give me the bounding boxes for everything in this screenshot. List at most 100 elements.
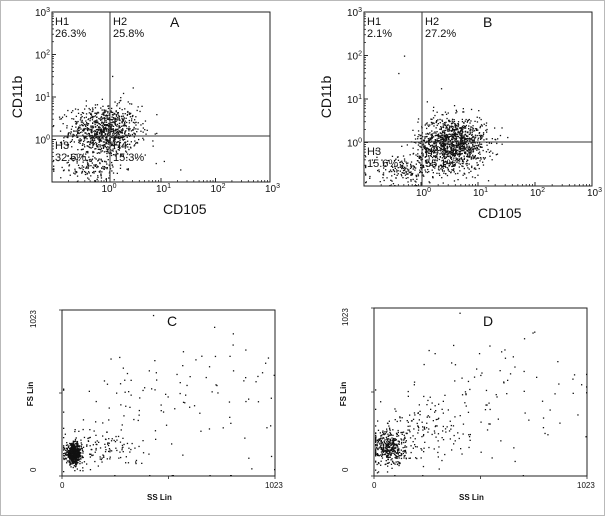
event-dot [391,175,393,177]
event-dot [118,118,120,120]
event-dot [245,400,247,403]
event-dot [478,167,480,170]
event-dot [455,157,457,159]
event-dot [75,437,77,439]
event-dot [461,162,463,165]
event-dot [146,129,148,131]
event-dot [457,124,460,126]
event-dot [485,129,487,132]
event-dot [414,180,416,182]
event-dot [69,455,71,458]
event-dot [450,161,452,163]
event-dot [102,131,104,133]
event-dot [412,165,415,167]
event-dot [75,455,77,458]
event-dot [453,144,455,146]
event-dot [458,166,460,168]
event-dot [404,436,406,438]
event-dot [129,406,131,408]
event-dot [388,451,390,453]
event-dot [428,446,430,449]
panel-label-d: D [483,313,493,329]
event-dot [94,165,96,167]
event-dot [83,170,86,173]
event-dot [127,168,129,170]
event-dot [98,139,100,141]
event-dot [422,166,425,168]
event-dot [106,118,109,120]
event-dot [469,133,471,135]
event-dot [423,426,426,428]
event-dot [453,119,455,121]
event-dot [377,448,379,451]
event-dot [77,448,79,450]
event-dot [501,127,503,129]
event-dot [448,130,450,132]
event-dot [107,148,109,151]
event-dot [102,122,104,124]
event-dot [108,123,110,125]
event-dot [475,129,478,131]
event-dot [101,113,103,116]
event-dot [92,150,94,153]
event-dot [446,161,448,163]
event-dot [422,475,424,477]
event-dot [480,118,482,121]
event-dot [96,124,98,127]
event-dot [379,432,381,434]
event-dot [435,142,437,144]
event-dot [71,458,73,460]
event-dot [468,137,471,139]
event-dot [73,452,75,454]
event-dot [108,117,110,120]
event-dot [131,442,133,445]
event-dot [409,414,411,416]
event-dot [114,117,117,120]
event-dot [72,444,74,446]
event-dot [410,180,412,182]
event-dot [403,457,405,459]
event-dot [406,144,408,146]
event-dot [470,151,472,153]
event-dot [395,169,398,171]
event-dot [448,164,450,167]
event-dot [106,142,108,144]
event-dot [110,141,112,143]
event-dot [85,116,87,118]
event-dot [424,137,426,139]
event-dot [80,447,82,449]
event-dot [444,148,446,150]
event-dot [91,127,94,129]
event-dot [397,170,399,172]
event-dot [82,134,84,136]
event-dot [389,454,392,456]
event-dot [103,130,105,132]
event-dot [111,161,113,164]
event-dot [413,384,415,386]
event-dot [443,172,445,174]
event-dot [94,164,97,166]
event-dot [444,394,446,396]
event-dot [93,120,95,123]
event-dot [464,133,467,135]
event-dot [111,170,113,172]
event-dot [114,101,116,103]
event-dot [396,449,399,451]
event-dot [125,130,127,132]
event-dot [459,131,461,133]
event-dot [365,174,367,176]
event-dot [112,125,115,127]
event-dot [468,133,470,135]
event-dot [403,172,406,174]
event-dot [130,147,132,149]
event-dot [479,143,481,146]
event-dot [87,128,90,130]
event-dot [472,158,474,160]
quadrant-percent: 2.1% [367,28,392,40]
event-dot [410,165,412,167]
event-dot [387,453,389,455]
event-dot [422,136,424,138]
event-dot [457,135,460,138]
event-dot [393,439,396,441]
